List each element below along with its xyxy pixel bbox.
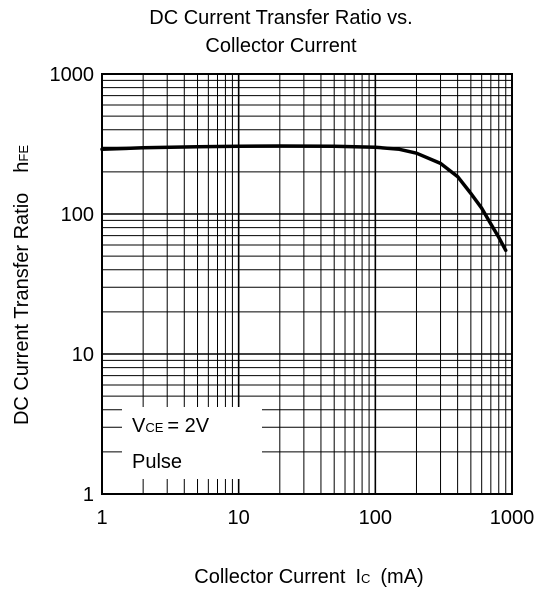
annotation-vce: VCE = 2V <box>132 415 210 437</box>
annotation-vce-sub: CE <box>145 420 163 435</box>
annotation-background <box>122 407 262 479</box>
annotation-box: VCE = 2V Pulse <box>122 407 262 479</box>
x-tick-label: 100 <box>359 507 392 529</box>
x-axis-symbol-sub: C <box>361 571 370 586</box>
y-axis-symbol-sub: FE <box>16 145 31 162</box>
y-axis-label: DC Current Transfer Ratio hFE <box>11 145 33 425</box>
x-axis-label: Collector Current IC (mA) <box>194 566 423 588</box>
x-tick-label: 10 <box>228 507 250 529</box>
y-tick-label: 1 <box>83 484 94 506</box>
x-axis-unit: (mA) <box>380 566 423 588</box>
annotation-vce-value: = 2V <box>167 415 209 437</box>
hfe-curve <box>100 144 508 253</box>
y-axis-label-text: DC Current Transfer Ratio <box>11 193 33 425</box>
y-tick-labels: 1 10 100 1000 <box>50 64 95 506</box>
annotation-pulse: Pulse <box>132 451 182 473</box>
chart-title-line2: Collector Current <box>205 35 357 57</box>
y-tick-label: 100 <box>61 204 94 226</box>
y-tick-label: 1000 <box>50 64 95 86</box>
y-tick-label: 10 <box>72 344 94 366</box>
x-tick-label: 1 <box>96 507 107 529</box>
chart-title-line1: DC Current Transfer Ratio vs. <box>149 7 412 29</box>
x-tick-labels: 1 10 100 1000 <box>96 507 534 529</box>
annotation-vce-symbol: V <box>132 415 146 437</box>
y-axis-symbol: h <box>11 162 33 173</box>
plot-frame <box>101 73 513 495</box>
x-tick-label: 1000 <box>490 507 535 529</box>
x-axis-symbol: I <box>355 566 361 588</box>
x-axis-label-text: Collector Current <box>194 566 346 588</box>
